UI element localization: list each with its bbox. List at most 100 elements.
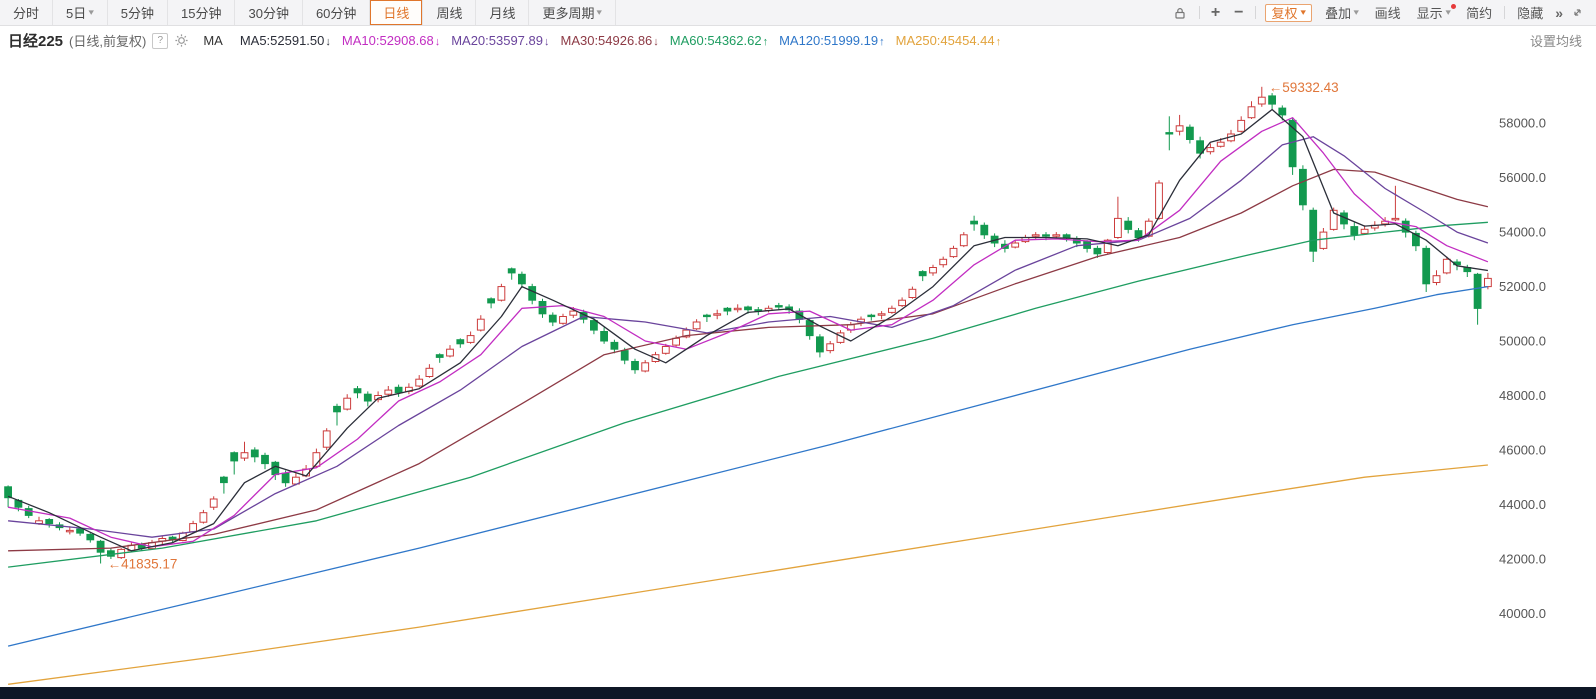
period-tab-more[interactable]: 更多周期 ▾ — [529, 0, 617, 25]
candle-body — [343, 397, 352, 410]
candle-body — [322, 430, 331, 448]
ma-legend-ma10: MA10:52908.68↓ — [341, 33, 441, 48]
period-tab-label: 分时 — [13, 6, 40, 21]
candle-body — [744, 306, 752, 311]
candle-body — [1031, 234, 1040, 237]
double-chevron-right-icon[interactable]: » — [1555, 4, 1563, 21]
candle-body — [4, 486, 12, 499]
candle-body — [1319, 231, 1328, 249]
ma-legend: MA5:52591.50↓ MA10:52908.68↓ MA20:53597.89… — [229, 33, 1001, 48]
candle-body — [723, 307, 732, 312]
candle-body — [487, 298, 496, 304]
period-tab-30m[interactable]: 30分钟 — [235, 0, 303, 25]
ma-line-ma20 — [8, 136, 1489, 538]
candle-body — [466, 335, 475, 343]
candle-body — [1186, 126, 1194, 140]
candle-body — [641, 362, 650, 372]
bottom-bar — [0, 687, 1596, 699]
candle-body — [189, 523, 197, 533]
candle-body — [548, 314, 557, 323]
gear-icon[interactable] — [174, 33, 189, 48]
ma-legend-ma120: MA120:51999.19↑ — [779, 33, 885, 48]
candle-body — [703, 314, 711, 318]
adjust-dropdown[interactable]: 复权 ▾ — [1264, 3, 1313, 22]
arrow-up-icon: ↑ — [879, 36, 885, 48]
arrow-down-icon: ↓ — [434, 36, 441, 48]
candle-body — [805, 320, 814, 337]
period-tabs: 分时 5日 ▾ 5分钟 15分钟 30分钟 60分钟 日线 周线 月线 更多周期 ▾ — [0, 0, 617, 25]
candle-body — [209, 498, 218, 508]
candle-body — [1165, 132, 1174, 135]
candle-body — [497, 286, 506, 301]
adjust-dropdown-label: 复权 — [1271, 6, 1298, 21]
ma-line-ma30 — [8, 168, 1489, 552]
candlestick-chart[interactable]: 58000.0 56000.0 54000.0 52000.0 50000.0 48000… — [0, 55, 1596, 687]
zoom-out-button[interactable]: − — [1234, 3, 1244, 21]
candle-body — [631, 361, 639, 371]
zoom-in-button[interactable]: + — [1210, 3, 1221, 21]
chart-mode-label: (日线,前复权) — [69, 34, 147, 49]
period-tab-label: 30分钟 — [248, 6, 289, 21]
period-tab-5d[interactable]: 5日 ▾ — [53, 0, 108, 25]
display-dropdown-label: 显示 — [1416, 6, 1443, 21]
hide-button[interactable]: 隐藏 — [1509, 0, 1551, 25]
candle-body — [250, 449, 259, 458]
period-tab-label: 15分钟 — [181, 6, 222, 21]
candle-body — [918, 271, 927, 277]
ma-legend-ma250: MA250:45454.44↑ — [895, 33, 1002, 48]
candle-body — [970, 220, 979, 225]
y-axis-label: 56000.0 — [1499, 170, 1546, 185]
ma-settings-button[interactable]: 设置均线 — [1529, 34, 1582, 49]
period-tab-60m[interactable]: 60分钟 — [303, 0, 371, 25]
candle-body — [1257, 96, 1266, 105]
candle-body — [1062, 234, 1071, 239]
y-axis-label: 50000.0 — [1499, 334, 1546, 349]
candle-body — [435, 354, 444, 358]
lock-icon[interactable] — [1165, 0, 1195, 25]
ma-legend-ma20: MA20:53597.89↓ — [451, 33, 550, 48]
overlay-dropdown[interactable]: 叠加 ▾ — [1317, 0, 1367, 25]
candle-body — [661, 346, 670, 354]
period-tab-15m[interactable]: 15分钟 — [168, 0, 236, 25]
candle-body — [199, 512, 208, 523]
display-dropdown[interactable]: 显示 ▾ — [1409, 0, 1459, 25]
ma-label: MA — [203, 33, 223, 48]
period-tab-monthly[interactable]: 月线 — [476, 0, 530, 25]
simple-mode-button[interactable]: 简约 — [1458, 0, 1500, 25]
period-tab-5m[interactable]: 5分钟 — [108, 0, 169, 25]
candle-body — [1011, 242, 1020, 248]
period-tab-daily[interactable]: 日线 — [370, 0, 424, 25]
fullscreen-icon[interactable] — [1567, 0, 1588, 25]
candle-body — [45, 519, 54, 525]
candle-body — [1329, 209, 1338, 230]
price-annotation: ←41835.17 — [108, 557, 178, 572]
candle-body — [569, 310, 578, 316]
candle-body — [271, 461, 280, 476]
period-tab-weekly[interactable]: 周线 — [423, 0, 477, 25]
candle-body — [682, 329, 691, 338]
candle-body — [877, 313, 886, 316]
candle-body — [959, 234, 968, 247]
help-icon[interactable]: ? — [152, 32, 169, 49]
candle-body — [476, 318, 485, 331]
period-tab-fenshi[interactable]: 分时 — [0, 0, 54, 25]
candle-body — [230, 452, 239, 462]
candle-body — [1196, 140, 1204, 154]
ma-line-ma250 — [8, 464, 1488, 685]
candle-body — [446, 348, 454, 357]
notification-dot — [1451, 4, 1457, 9]
candle-body — [816, 336, 824, 353]
candle-body — [1114, 217, 1122, 238]
candle-body — [353, 388, 362, 394]
candle-body — [1360, 228, 1369, 234]
period-tab-label: 5日 — [66, 6, 87, 21]
ma-line-ma60 — [8, 221, 1488, 568]
chart-area[interactable]: 58000.0 56000.0 54000.0 52000.0 50000.0 48000… — [0, 55, 1596, 687]
arrow-up-icon: ↑ — [995, 36, 1002, 48]
divider — [1504, 6, 1506, 19]
chevron-down-icon: ▾ — [88, 7, 95, 17]
candle-body — [24, 508, 33, 516]
candle-body — [898, 299, 907, 307]
candle-body — [76, 528, 84, 534]
draw-line-button[interactable]: 画线 — [1367, 0, 1409, 25]
